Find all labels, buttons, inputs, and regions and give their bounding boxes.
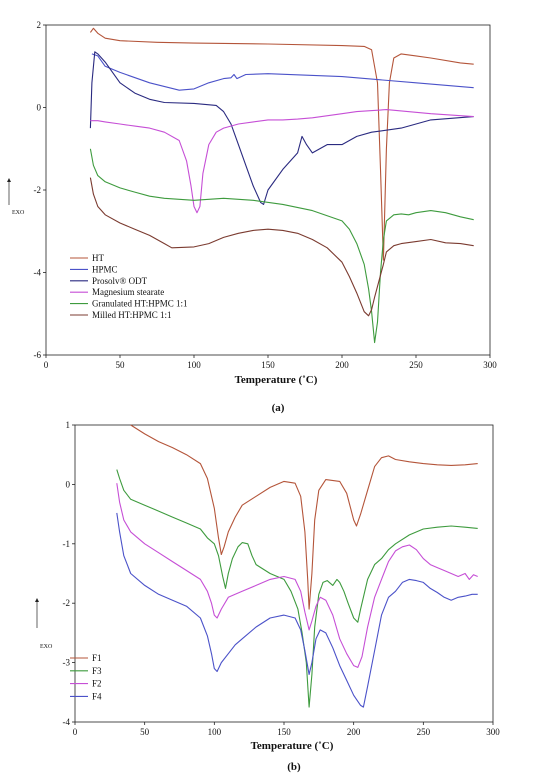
x-tick-label: 250 [417, 727, 431, 737]
exo-label: EXO [12, 210, 25, 216]
panel-label: (b) [287, 761, 301, 773]
panel-label: (a) [272, 402, 285, 414]
x-tick-label: 250 [409, 360, 423, 370]
series-line-a-0 [89, 27, 474, 261]
dsc-panel-b: 0 50 100 150 200 250 300 -4 -3 -2 -1 0 1 Temperature … [35, 420, 500, 773]
y-tick-label: -2 [34, 185, 42, 195]
legend-label: F3 [92, 666, 102, 676]
series-line-a-5 [89, 177, 474, 317]
series-line-b-3 [116, 512, 478, 708]
legend-label: Milled HT:HPMC 1:1 [92, 310, 172, 320]
legend-label: Magnesium stearate [92, 287, 164, 297]
x-tick-label: 200 [347, 727, 361, 737]
series-line-a-3 [90, 109, 474, 214]
dsc-panel-a: 0 50 100 150 200 250 300 -6 -4 -2 0 2 Temperature (˚… [7, 20, 497, 414]
x-tick-label: 0 [44, 360, 49, 370]
x-tick-label: 300 [483, 360, 497, 370]
legend-label: Granulated HT:HPMC 1:1 [92, 299, 188, 309]
legend-label: Prosolv® ODT [92, 276, 148, 286]
x-axis-title: Temperature (˚C) [235, 374, 318, 386]
series-line-b-0 [130, 424, 478, 610]
legend-label: F2 [92, 679, 102, 689]
series-line-a-4 [89, 148, 474, 344]
y-tick-label: -1 [63, 539, 71, 549]
x-tick-label: 50 [116, 360, 126, 370]
series-line-a-2 [89, 51, 474, 205]
y-tick-label: 0 [37, 103, 42, 113]
x-tick-label: 50 [140, 727, 150, 737]
y-tick-label: 0 [66, 479, 71, 489]
series-line-b-1 [116, 469, 478, 708]
x-tick-label: 0 [73, 727, 78, 737]
exo-arrow-icon [35, 598, 39, 602]
y-tick-label: 2 [37, 20, 42, 30]
y-tick-label: -4 [63, 717, 71, 727]
y-tick-label: -4 [34, 268, 42, 278]
y-tick-label: -2 [63, 598, 71, 608]
x-tick-label: 100 [208, 727, 222, 737]
x-tick-label: 300 [486, 727, 500, 737]
y-tick-label: 1 [66, 420, 71, 430]
legend-label: HT [92, 253, 104, 263]
x-tick-label: 100 [187, 360, 201, 370]
plot-frame-b [74, 424, 494, 723]
x-tick-label: 150 [261, 360, 275, 370]
legend-label: F1 [92, 653, 102, 663]
y-tick-label: -6 [34, 350, 42, 360]
x-tick-label: 200 [335, 360, 349, 370]
series-line-b-2 [116, 483, 478, 668]
exo-label: EXO [40, 644, 53, 650]
x-tick-label: 150 [277, 727, 291, 737]
exo-arrow-icon [7, 178, 11, 182]
series-line-a-1 [91, 53, 474, 91]
legend-label: F4 [92, 691, 102, 701]
x-axis-title: Temperature (˚C) [251, 740, 334, 752]
y-tick-label: -3 [63, 658, 71, 668]
legend-label: HPMC [92, 264, 118, 274]
